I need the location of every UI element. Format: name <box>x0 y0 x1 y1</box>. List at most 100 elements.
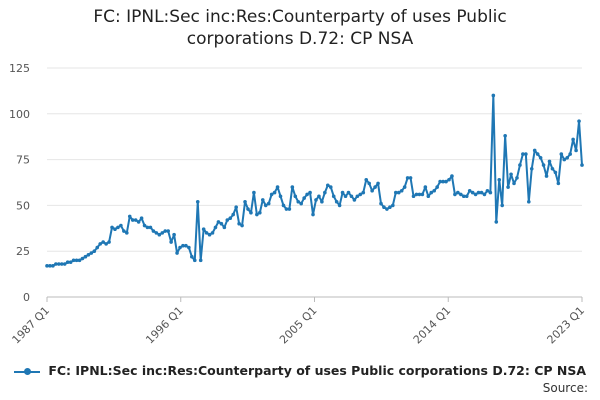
data-point[interactable] <box>494 220 499 224</box>
data-point[interactable] <box>506 185 510 189</box>
data-point[interactable] <box>65 260 70 264</box>
data-point[interactable] <box>222 225 227 230</box>
data-point[interactable] <box>92 249 97 253</box>
data-point[interactable] <box>119 223 123 228</box>
data-point[interactable] <box>370 188 374 193</box>
data-point[interactable] <box>210 231 215 235</box>
data-point[interactable] <box>68 260 73 264</box>
data-point[interactable] <box>260 198 265 202</box>
data-point[interactable] <box>396 190 401 195</box>
data-point[interactable] <box>127 214 132 219</box>
data-point[interactable] <box>299 201 304 206</box>
data-point[interactable] <box>417 192 422 197</box>
data-point[interactable] <box>556 181 561 186</box>
data-point[interactable] <box>580 163 584 167</box>
data-point[interactable] <box>574 148 578 153</box>
data-point[interactable] <box>320 199 324 204</box>
data-point[interactable] <box>429 190 434 195</box>
data-point[interactable] <box>48 264 52 268</box>
data-point[interactable] <box>98 242 102 246</box>
data-point[interactable] <box>231 212 236 217</box>
data-point[interactable] <box>151 229 156 233</box>
data-point[interactable] <box>544 174 549 178</box>
data-point[interactable] <box>497 177 502 182</box>
data-point[interactable] <box>461 194 466 199</box>
data-point[interactable] <box>77 258 82 263</box>
data-point[interactable] <box>337 203 342 208</box>
data-point[interactable] <box>243 199 247 204</box>
data-point[interactable] <box>414 192 419 197</box>
data-point[interactable] <box>358 192 363 197</box>
data-point[interactable] <box>148 225 153 230</box>
data-point[interactable] <box>538 155 543 160</box>
data-point[interactable] <box>216 220 221 224</box>
data-point[interactable] <box>441 179 445 184</box>
data-point[interactable] <box>503 133 507 138</box>
data-point[interactable] <box>57 262 61 266</box>
data-point[interactable] <box>187 245 191 250</box>
data-point[interactable] <box>172 232 176 237</box>
data-point[interactable] <box>518 163 522 167</box>
data-point[interactable] <box>420 192 425 197</box>
data-point[interactable] <box>385 207 389 211</box>
data-point[interactable] <box>334 199 339 204</box>
data-point[interactable] <box>133 218 138 222</box>
data-point[interactable] <box>272 190 277 195</box>
data-point[interactable] <box>524 152 528 156</box>
data-point[interactable] <box>317 194 321 199</box>
data-point[interactable] <box>453 192 457 197</box>
data-point[interactable] <box>485 188 490 193</box>
data-point[interactable] <box>491 93 496 98</box>
data-point[interactable] <box>488 190 493 195</box>
data-point[interactable] <box>284 207 289 211</box>
data-point[interactable] <box>293 194 298 199</box>
data-point[interactable] <box>51 264 55 268</box>
data-point[interactable] <box>459 192 463 197</box>
data-point[interactable] <box>275 185 280 189</box>
data-point[interactable] <box>116 225 120 230</box>
data-point[interactable] <box>352 198 357 202</box>
data-point[interactable] <box>258 210 262 215</box>
data-point[interactable] <box>571 137 575 142</box>
data-point[interactable] <box>195 199 200 204</box>
data-point[interactable] <box>444 179 448 184</box>
data-point[interactable] <box>405 176 410 180</box>
data-point[interactable] <box>269 192 274 197</box>
data-point[interactable] <box>476 190 481 195</box>
data-point[interactable] <box>139 216 144 221</box>
data-point[interactable] <box>373 185 377 189</box>
data-point[interactable] <box>426 194 431 199</box>
data-point[interactable] <box>577 119 581 123</box>
data-point[interactable] <box>450 174 454 178</box>
data-point[interactable] <box>107 240 111 244</box>
data-point[interactable] <box>89 251 94 255</box>
data-point[interactable] <box>157 232 162 237</box>
data-point[interactable] <box>479 190 484 195</box>
data-point[interactable] <box>213 225 218 230</box>
data-point[interactable] <box>509 172 513 177</box>
data-point[interactable] <box>169 240 173 244</box>
data-point[interactable] <box>290 185 295 189</box>
data-point[interactable] <box>296 199 301 204</box>
data-point[interactable] <box>101 240 105 244</box>
data-point[interactable] <box>145 225 150 230</box>
data-point[interactable] <box>308 190 312 195</box>
data-point[interactable] <box>331 194 336 199</box>
data-point[interactable] <box>408 176 413 180</box>
data-point[interactable] <box>550 166 555 171</box>
data-point[interactable] <box>110 225 114 230</box>
data-point[interactable] <box>204 231 209 235</box>
data-point[interactable] <box>314 198 318 202</box>
data-point[interactable] <box>364 177 369 182</box>
data-point[interactable] <box>456 190 460 195</box>
data-point[interactable] <box>388 205 392 210</box>
data-point[interactable] <box>178 245 182 250</box>
data-point[interactable] <box>473 192 478 197</box>
data-point[interactable] <box>281 203 286 208</box>
data-point[interactable] <box>287 207 292 211</box>
data-point[interactable] <box>54 262 58 266</box>
data-point[interactable] <box>311 212 315 217</box>
data-point[interactable] <box>482 192 487 197</box>
data-point[interactable] <box>435 185 439 189</box>
data-point[interactable] <box>515 176 519 180</box>
